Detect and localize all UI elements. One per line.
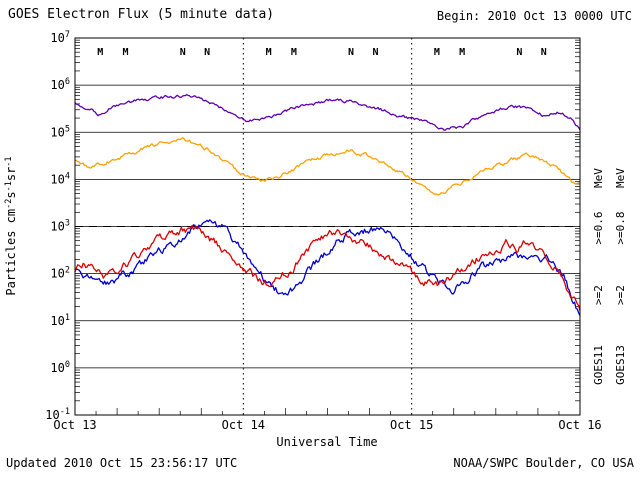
plot-border [74, 37, 581, 416]
local-time-marker: M [434, 47, 440, 58]
local-time-marker: N [180, 47, 186, 58]
series-goes11-0.6-mev [74, 94, 581, 131]
right-axis-label: MeV [614, 168, 627, 188]
right-axis-label: GOES11 [592, 345, 605, 385]
begin-timestamp: Begin: 2010 Oct 13 0000 UTC [437, 9, 632, 23]
x-tick-label: Oct 13 [53, 418, 96, 432]
right-axis-label: >=2 [592, 285, 605, 305]
series-layer: M M MM M MN N NN N N [74, 47, 581, 316]
updated-timestamp: Updated 2010 Oct 15 23:56:17 UTC [6, 456, 237, 470]
credit-text: NOAA/SWPC Boulder, CO USA [453, 456, 634, 470]
local-time-marker: N [372, 47, 378, 58]
x-tick-label: Oct 14 [222, 418, 265, 432]
right-axis-label: >=0.6 [592, 211, 605, 244]
y-tick-label: 106 [50, 77, 70, 92]
local-time-marker: M [97, 47, 103, 58]
y-tick-label: 107 [50, 30, 70, 45]
local-time-marker: N [348, 47, 354, 58]
right-axis-label: GOES13 [614, 345, 627, 385]
y-tick-label: 10-1 [45, 407, 70, 422]
x-tick-label: Oct 16 [558, 418, 601, 432]
local-time-marker: N [204, 47, 210, 58]
local-time-marker: M [291, 47, 297, 58]
y-axis-label: Particles cm-2s-1sr-1 [4, 156, 18, 295]
y-tick-label: 103 [50, 219, 70, 234]
right-axis-label: >=2 [614, 285, 627, 305]
local-time-marker: N [516, 47, 522, 58]
right-axis-label: >=0.8 [614, 211, 627, 244]
local-time-marker: M [459, 47, 465, 58]
y-tick-label: 102 [50, 266, 70, 281]
series-goes13-2-mev [74, 224, 581, 312]
y-tick-label: 104 [50, 171, 70, 186]
right-axis-label: MeV [592, 168, 605, 188]
series-goes13-0.8-mev [74, 137, 581, 196]
series-goes11-2-mev [74, 219, 581, 316]
chart-title: GOES Electron Flux (5 minute data) [8, 7, 274, 22]
local-time-marker: M [122, 47, 128, 58]
x-axis-label: Universal Time [276, 435, 377, 449]
local-time-marker: M [266, 47, 272, 58]
y-tick-label: 105 [50, 124, 70, 139]
x-tick-label: Oct 15 [390, 418, 433, 432]
y-tick-label: 101 [50, 313, 70, 328]
y-tick-label: 100 [50, 360, 70, 375]
local-time-marker: N [541, 47, 547, 58]
